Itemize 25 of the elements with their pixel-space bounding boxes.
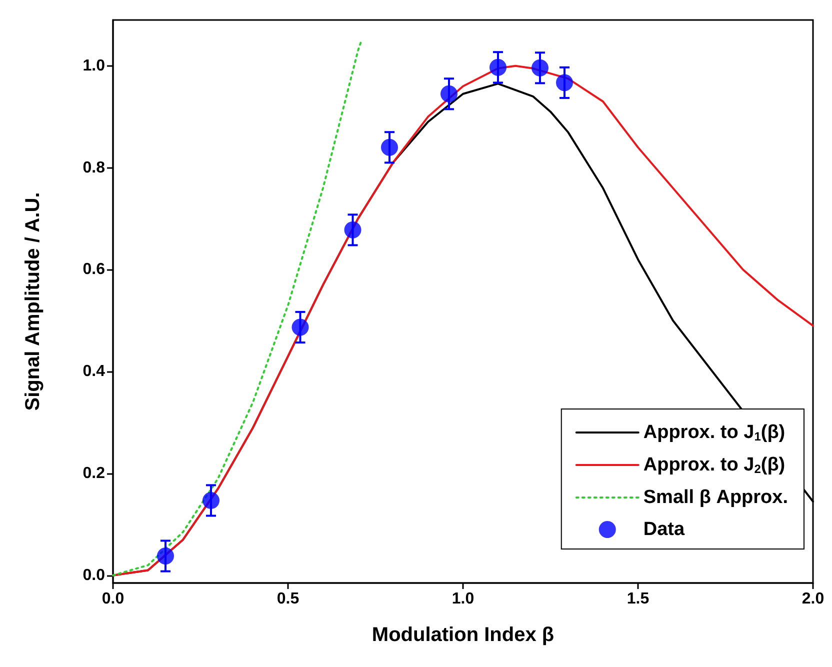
y-tick-label: 0.2: [82, 464, 106, 482]
point: [556, 74, 573, 92]
x-tick-label: 1.5: [626, 590, 650, 608]
point: [490, 58, 506, 76]
x-tick-label: 0.0: [102, 590, 124, 608]
point: [292, 318, 309, 336]
y-tick-label: 0.6: [82, 261, 106, 278]
point: [157, 548, 174, 564]
y-tick-label: 0.8: [82, 159, 106, 176]
point: [440, 85, 458, 102]
point: [381, 138, 398, 156]
y-axis-title: Signal Amplitude / A.U.: [22, 192, 44, 411]
legend-label: Small β Approx.: [643, 487, 788, 508]
x-tick-label: 0.5: [276, 590, 300, 608]
x-tick-label: 2.0: [802, 590, 824, 608]
y-tick-label: 0.0: [82, 566, 106, 584]
point: [344, 221, 362, 238]
y-tick-label: 0.4: [82, 363, 106, 380]
line-series: [112, 39, 362, 576]
point: [532, 59, 548, 76]
y-tick-label: 1.0: [82, 57, 106, 74]
legend-label: Data: [643, 519, 685, 540]
point: [202, 492, 220, 509]
x-axis-title: Modulation Index β: [372, 624, 554, 646]
x-tick-label: 1.0: [452, 590, 474, 608]
